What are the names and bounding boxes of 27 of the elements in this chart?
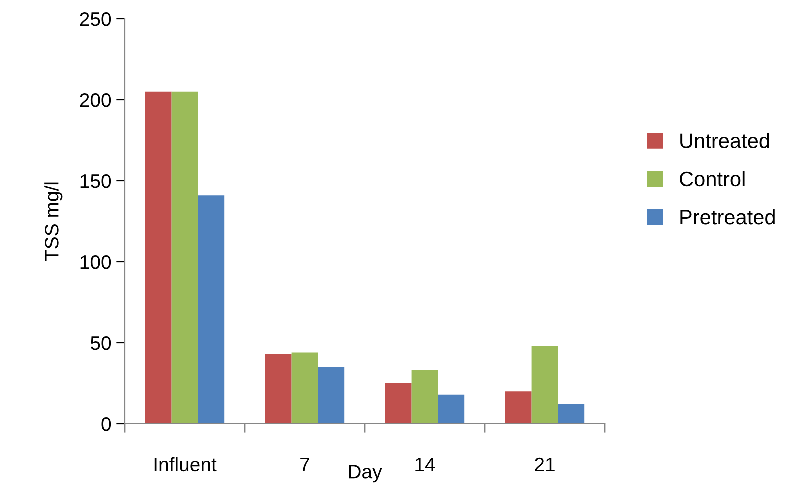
bar bbox=[198, 196, 225, 424]
y-tick-label: 150 bbox=[80, 174, 112, 188]
bar bbox=[505, 392, 532, 424]
legend-label: Control bbox=[680, 171, 745, 187]
y-tick-label: 200 bbox=[80, 93, 112, 108]
bar bbox=[172, 92, 198, 424]
y-tick-label: 50 bbox=[90, 336, 112, 350]
y-tick-label: 100 bbox=[80, 255, 112, 270]
x-tick-label: 14 bbox=[416, 458, 436, 472]
bar bbox=[318, 367, 345, 424]
x-tick-label: Influent bbox=[154, 457, 217, 472]
bar bbox=[438, 394, 465, 424]
bar bbox=[412, 370, 438, 424]
y-tick-label: 250 bbox=[80, 12, 112, 26]
x-tick-label: 7 bbox=[300, 458, 310, 472]
legend-label: Pretreated bbox=[680, 209, 775, 225]
bar bbox=[265, 354, 292, 424]
bar bbox=[385, 384, 412, 424]
bar bbox=[145, 92, 172, 424]
bar bbox=[558, 404, 585, 424]
x-tick-label: 21 bbox=[535, 458, 555, 472]
bar bbox=[292, 352, 318, 424]
bar bbox=[532, 346, 558, 424]
y-tick-label: 0 bbox=[102, 417, 112, 432]
y-axis-title: TSS mg/l bbox=[44, 182, 63, 262]
x-axis-title: Day bbox=[349, 465, 382, 483]
legend-label: Untreated bbox=[680, 133, 770, 148]
